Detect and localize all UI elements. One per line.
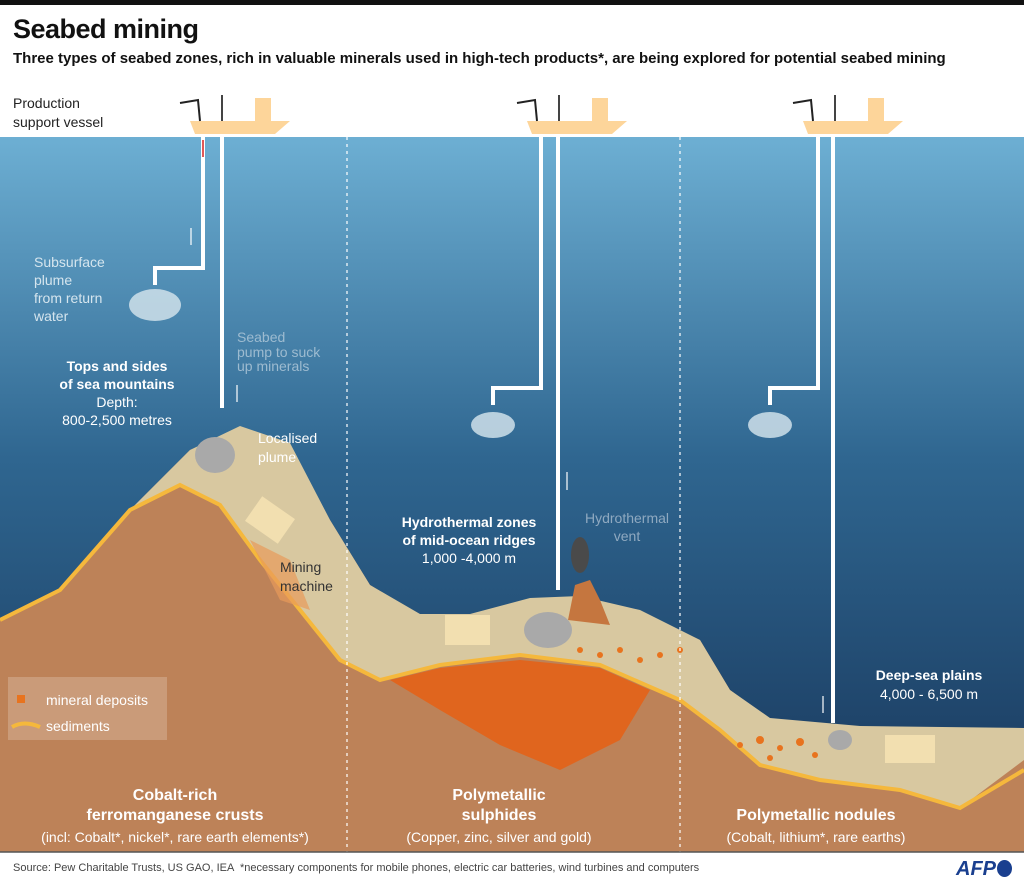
- sediment-line: [0, 482, 1024, 811]
- plume-label: from return: [34, 290, 102, 306]
- zone-heading: of sea mountains: [59, 376, 174, 392]
- vent-label: Hydrothermal: [585, 510, 669, 526]
- zone-name: ferromanganese crusts: [87, 807, 264, 824]
- zone-heading: Tops and sides: [67, 358, 168, 374]
- zone-depth: Depth:: [96, 394, 137, 410]
- afp-logo-text: AFP: [956, 858, 996, 880]
- plume-label: plume: [34, 272, 72, 288]
- zone-minerals: (Cobalt, lithium*, rare earths): [727, 829, 906, 845]
- vessel-label: Production: [13, 95, 80, 111]
- deposit-dots: [577, 647, 818, 761]
- localised-plumes: [195, 437, 852, 750]
- plume-label: Subsurface: [34, 254, 105, 270]
- legend-swatch-sediments: [10, 721, 41, 729]
- riser-pipes: [153, 137, 835, 723]
- localised-plume-label: plume: [258, 449, 296, 465]
- crust-deposit: [250, 540, 310, 610]
- legend-label: mineral deposits: [46, 692, 148, 708]
- plumes: [129, 289, 792, 438]
- zone-name: Polymetallic nodules: [736, 807, 895, 824]
- zone-depth: 1,000 -4,000 m: [422, 550, 516, 566]
- mining-machines: [245, 496, 935, 763]
- zone-minerals: (Copper, zinc, silver and gold): [406, 829, 591, 845]
- vent-smoke: [571, 537, 589, 573]
- zone-heading: Hydrothermal zones: [402, 514, 537, 530]
- page-subtitle: Three types of seabed zones, rich in val…: [13, 50, 946, 67]
- zone-minerals: (incl: Cobalt*, nickel*, rare earth elem…: [41, 829, 309, 845]
- afp-logo: AFP: [956, 858, 1012, 881]
- sulphide-deposit-layer: [390, 660, 650, 770]
- legend-swatch-deposits: [17, 695, 25, 703]
- localised-plume-label: Localised: [258, 430, 317, 446]
- zone-heading: Deep-sea plains: [876, 667, 983, 683]
- flow-arrows: [190, 228, 824, 713]
- vessel: [179, 95, 290, 134]
- vessel: [516, 95, 627, 134]
- mining-machine-label: Mining: [280, 559, 321, 575]
- pump-label: up minerals: [237, 358, 309, 374]
- legend-label: sediments: [46, 718, 110, 734]
- page-title: Seabed mining: [13, 14, 199, 44]
- afp-logo-dot: [997, 860, 1012, 877]
- zone-depth: 800-2,500 metres: [62, 412, 172, 428]
- vessel-label: support vessel: [13, 114, 103, 130]
- zone-name: Polymetallic: [452, 787, 545, 804]
- zone-depth: 4,000 - 6,500 m: [880, 686, 978, 702]
- pump-label: pump to suck: [237, 344, 321, 360]
- top-rule: [0, 0, 1024, 5]
- zone-name: sulphides: [462, 807, 537, 824]
- legend-box: [8, 677, 167, 740]
- zone-name: Cobalt-rich: [133, 787, 217, 804]
- plume-label: water: [33, 308, 69, 324]
- footnote: *necessary components for mobile phones,…: [240, 862, 700, 874]
- pump-label: Seabed: [237, 329, 285, 345]
- mining-machine-label: machine: [280, 578, 333, 594]
- hydrothermal-vent-chimney: [568, 580, 610, 625]
- vent-label: vent: [614, 528, 641, 544]
- zone-heading: of mid-ocean ridges: [402, 532, 535, 548]
- source-note: Source: Pew Charitable Trusts, US GAO, I…: [13, 862, 235, 874]
- vessel: [792, 95, 903, 134]
